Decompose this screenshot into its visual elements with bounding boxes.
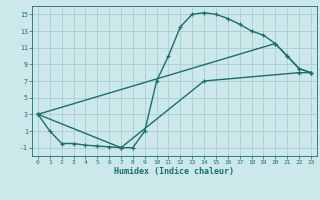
X-axis label: Humidex (Indice chaleur): Humidex (Indice chaleur) [115,167,234,176]
